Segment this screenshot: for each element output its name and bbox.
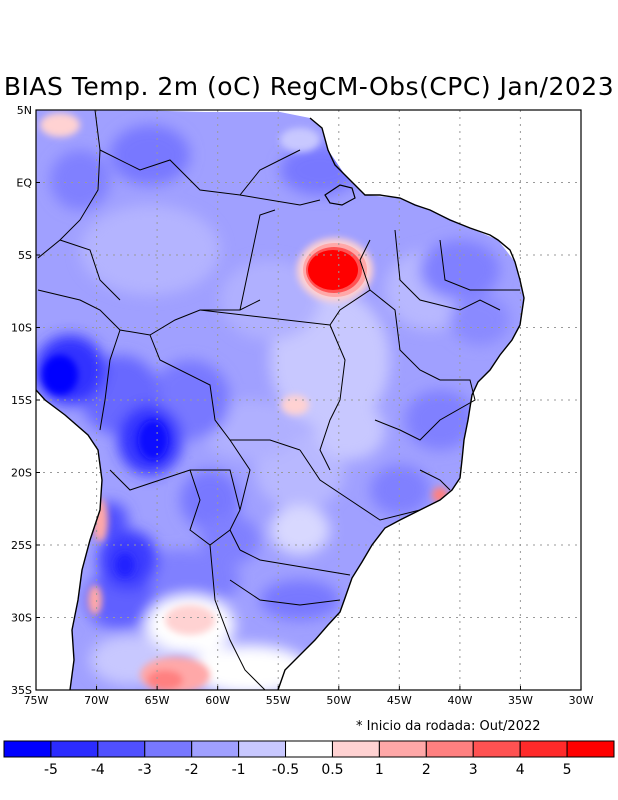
colorbar-swatch: [472, 740, 521, 758]
colorbar-label: -1: [232, 762, 246, 778]
lat-tick-label: 30S: [11, 612, 32, 625]
colorbar-swatch: [144, 740, 193, 758]
colorbar-swatch: [331, 740, 380, 758]
colorbar-label: -4: [91, 762, 105, 778]
map-title: BIAS Temp. 2m (oC) RegCM-Obs(CPC) Jan/20…: [3, 72, 615, 101]
colorbar-swatch: [50, 740, 99, 758]
marajo-island: [324, 184, 356, 206]
warm-bias-core: [297, 238, 373, 302]
lon-tick-label: 30W: [569, 694, 594, 707]
lat-tick-label: 5S: [18, 249, 32, 262]
longitude-axis: 75W 70W 65W 60W 55W 50W 45W 40W 35W 30W: [24, 686, 594, 707]
lon-tick-label: 55W: [266, 694, 291, 707]
colorbar-swatch: [378, 740, 427, 758]
colorbar-label: 0.5: [321, 762, 343, 778]
colorbar-swatch: [97, 740, 146, 758]
lon-tick-label: 50W: [326, 694, 351, 707]
lat-tick-label: 10S: [11, 322, 32, 335]
pacific-coastline: [36, 389, 103, 690]
colorbar-label: 3: [469, 762, 478, 778]
lat-tick-label: 25S: [11, 539, 32, 552]
lon-tick-label: 60W: [205, 694, 230, 707]
colorbar-label: -2: [185, 762, 199, 778]
colorbar-label: 5: [563, 762, 572, 778]
lon-tick-label: 65W: [145, 694, 170, 707]
colorbar-label: 1: [375, 762, 384, 778]
lon-tick-label: 70W: [84, 694, 109, 707]
colorbar-label: -0.5: [272, 762, 299, 778]
lon-tick-label: 75W: [24, 694, 49, 707]
lon-tick-label: 40W: [447, 694, 472, 707]
colorbar-swatch: [191, 740, 240, 758]
coastline: [277, 117, 525, 690]
colorbar-label: -5: [44, 762, 58, 778]
colorbar-label: -3: [138, 762, 152, 778]
lon-tick-label: 35W: [508, 694, 533, 707]
colorbar-label: 4: [516, 762, 525, 778]
lat-tick-label: EQ: [16, 177, 32, 190]
run-start-note: * Inicio da rodada: Out/2022: [356, 719, 541, 734]
lat-tick-label: 5N: [17, 104, 32, 117]
lat-tick-label: 35S: [11, 684, 32, 697]
colorbar-swatch: [519, 740, 568, 758]
lon-tick-label: 45W: [387, 694, 412, 707]
colorbar-swatch: [285, 740, 333, 758]
colorbar-swatch: [425, 740, 474, 758]
colorbar-swatch: [238, 740, 287, 758]
political-borders: [37, 110, 520, 690]
colorbar-swatch: [3, 740, 52, 758]
lat-tick-label: 15S: [11, 394, 32, 407]
latitude-axis: 5N EQ 5S 10S 15S 20S 25S 30S 35S: [11, 104, 40, 697]
lat-tick-label: 20S: [11, 467, 32, 480]
gridlines: [36, 110, 581, 690]
colorbar-label: 2: [422, 762, 431, 778]
colorbar-swatch: [566, 740, 615, 758]
colorbar: -5 -4 -3 -2 -1 -0.5 0.5 1 2 3 4 5: [3, 740, 615, 778]
